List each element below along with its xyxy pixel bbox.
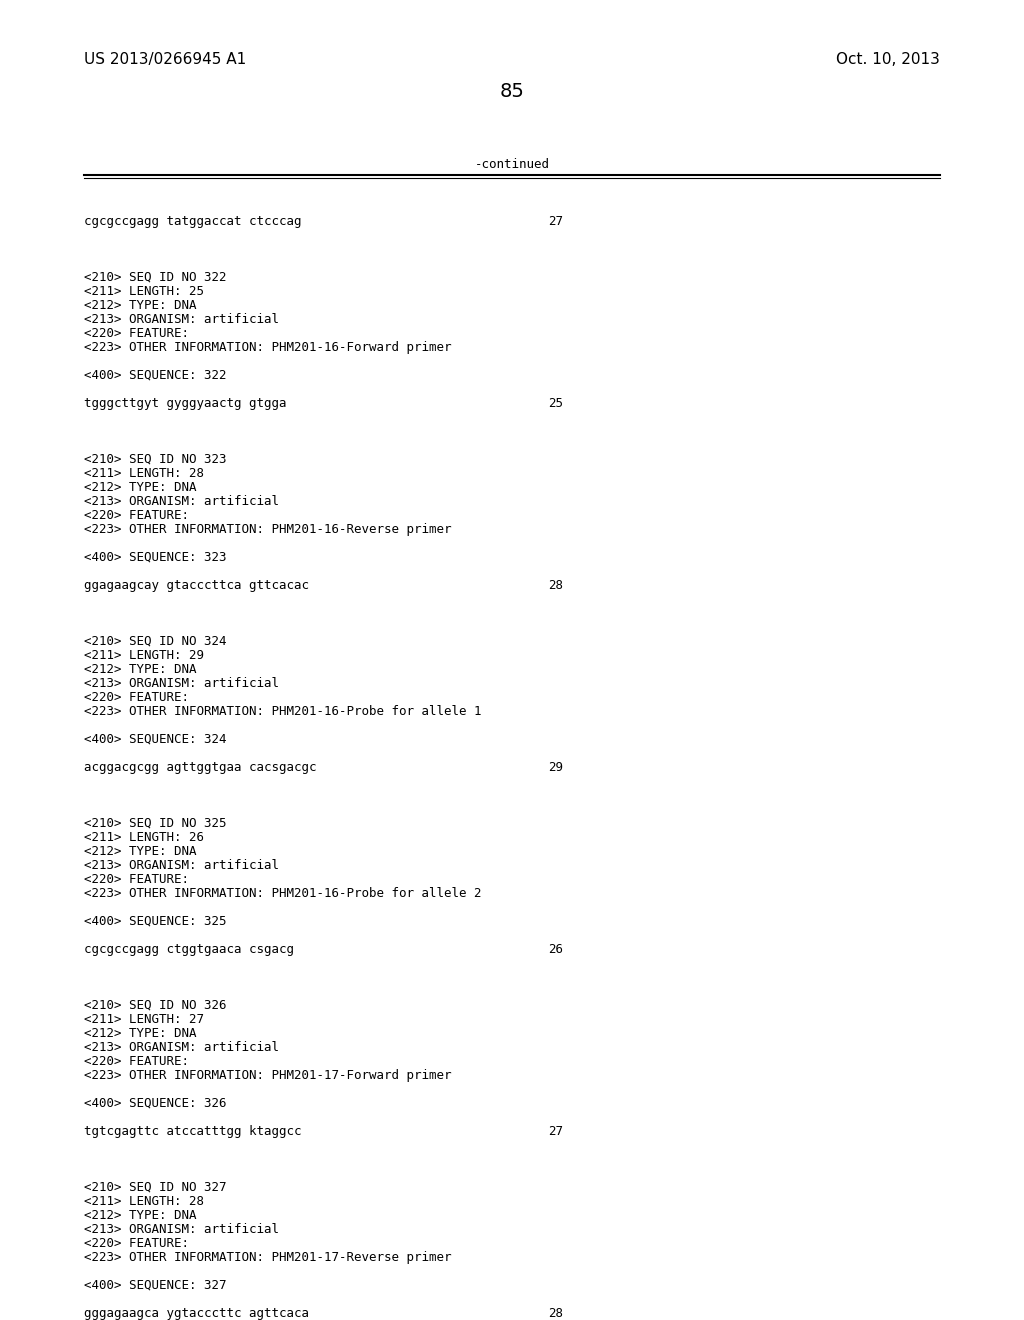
Text: <220> FEATURE:: <220> FEATURE:	[84, 1237, 189, 1250]
Text: <212> TYPE: DNA: <212> TYPE: DNA	[84, 480, 197, 494]
Text: <400> SEQUENCE: 322: <400> SEQUENCE: 322	[84, 370, 226, 381]
Text: 29: 29	[548, 762, 563, 774]
Text: <213> ORGANISM: artificial: <213> ORGANISM: artificial	[84, 313, 279, 326]
Text: -continued: -continued	[474, 158, 550, 172]
Text: <211> LENGTH: 28: <211> LENGTH: 28	[84, 1195, 204, 1208]
Text: 85: 85	[500, 82, 524, 102]
Text: <220> FEATURE:: <220> FEATURE:	[84, 1055, 189, 1068]
Text: <211> LENGTH: 29: <211> LENGTH: 29	[84, 649, 204, 663]
Text: <223> OTHER INFORMATION: PHM201-16-Probe for allele 1: <223> OTHER INFORMATION: PHM201-16-Probe…	[84, 705, 481, 718]
Text: 27: 27	[548, 215, 563, 228]
Text: <212> TYPE: DNA: <212> TYPE: DNA	[84, 663, 197, 676]
Text: <212> TYPE: DNA: <212> TYPE: DNA	[84, 1027, 197, 1040]
Text: tgggcttgyt gyggyaactg gtgga: tgggcttgyt gyggyaactg gtgga	[84, 397, 287, 411]
Text: <400> SEQUENCE: 327: <400> SEQUENCE: 327	[84, 1279, 226, 1292]
Text: 25: 25	[548, 397, 563, 411]
Text: <400> SEQUENCE: 324: <400> SEQUENCE: 324	[84, 733, 226, 746]
Text: 27: 27	[548, 1125, 563, 1138]
Text: <212> TYPE: DNA: <212> TYPE: DNA	[84, 1209, 197, 1222]
Text: Oct. 10, 2013: Oct. 10, 2013	[837, 51, 940, 67]
Text: 26: 26	[548, 942, 563, 956]
Text: acggacgcgg agttggtgaa cacsgacgc: acggacgcgg agttggtgaa cacsgacgc	[84, 762, 316, 774]
Text: cgcgccgagg tatggaccat ctcccag: cgcgccgagg tatggaccat ctcccag	[84, 215, 301, 228]
Text: <211> LENGTH: 27: <211> LENGTH: 27	[84, 1012, 204, 1026]
Text: <213> ORGANISM: artificial: <213> ORGANISM: artificial	[84, 1224, 279, 1236]
Text: <211> LENGTH: 26: <211> LENGTH: 26	[84, 832, 204, 843]
Text: <400> SEQUENCE: 326: <400> SEQUENCE: 326	[84, 1097, 226, 1110]
Text: US 2013/0266945 A1: US 2013/0266945 A1	[84, 51, 246, 67]
Text: <220> FEATURE:: <220> FEATURE:	[84, 690, 189, 704]
Text: <223> OTHER INFORMATION: PHM201-17-Reverse primer: <223> OTHER INFORMATION: PHM201-17-Rever…	[84, 1251, 452, 1265]
Text: <400> SEQUENCE: 325: <400> SEQUENCE: 325	[84, 915, 226, 928]
Text: <223> OTHER INFORMATION: PHM201-16-Forward primer: <223> OTHER INFORMATION: PHM201-16-Forwa…	[84, 341, 452, 354]
Text: <212> TYPE: DNA: <212> TYPE: DNA	[84, 300, 197, 312]
Text: <211> LENGTH: 25: <211> LENGTH: 25	[84, 285, 204, 298]
Text: 28: 28	[548, 579, 563, 591]
Text: gggagaagca ygtacccttc agttcaca: gggagaagca ygtacccttc agttcaca	[84, 1307, 309, 1320]
Text: ggagaagcay gtacccttca gttcacac: ggagaagcay gtacccttca gttcacac	[84, 579, 309, 591]
Text: <212> TYPE: DNA: <212> TYPE: DNA	[84, 845, 197, 858]
Text: <213> ORGANISM: artificial: <213> ORGANISM: artificial	[84, 495, 279, 508]
Text: <220> FEATURE:: <220> FEATURE:	[84, 327, 189, 341]
Text: <210> SEQ ID NO 325: <210> SEQ ID NO 325	[84, 817, 226, 830]
Text: <210> SEQ ID NO 324: <210> SEQ ID NO 324	[84, 635, 226, 648]
Text: <213> ORGANISM: artificial: <213> ORGANISM: artificial	[84, 1041, 279, 1053]
Text: <400> SEQUENCE: 323: <400> SEQUENCE: 323	[84, 550, 226, 564]
Text: <220> FEATURE:: <220> FEATURE:	[84, 510, 189, 521]
Text: <213> ORGANISM: artificial: <213> ORGANISM: artificial	[84, 859, 279, 873]
Text: <211> LENGTH: 28: <211> LENGTH: 28	[84, 467, 204, 480]
Text: <210> SEQ ID NO 322: <210> SEQ ID NO 322	[84, 271, 226, 284]
Text: <223> OTHER INFORMATION: PHM201-16-Reverse primer: <223> OTHER INFORMATION: PHM201-16-Rever…	[84, 523, 452, 536]
Text: <220> FEATURE:: <220> FEATURE:	[84, 873, 189, 886]
Text: <223> OTHER INFORMATION: PHM201-16-Probe for allele 2: <223> OTHER INFORMATION: PHM201-16-Probe…	[84, 887, 481, 900]
Text: <213> ORGANISM: artificial: <213> ORGANISM: artificial	[84, 677, 279, 690]
Text: cgcgccgagg ctggtgaaca csgacg: cgcgccgagg ctggtgaaca csgacg	[84, 942, 294, 956]
Text: <223> OTHER INFORMATION: PHM201-17-Forward primer: <223> OTHER INFORMATION: PHM201-17-Forwa…	[84, 1069, 452, 1082]
Text: <210> SEQ ID NO 326: <210> SEQ ID NO 326	[84, 999, 226, 1012]
Text: <210> SEQ ID NO 323: <210> SEQ ID NO 323	[84, 453, 226, 466]
Text: <210> SEQ ID NO 327: <210> SEQ ID NO 327	[84, 1181, 226, 1195]
Text: 28: 28	[548, 1307, 563, 1320]
Text: tgtcgagttc atccatttgg ktaggcc: tgtcgagttc atccatttgg ktaggcc	[84, 1125, 301, 1138]
